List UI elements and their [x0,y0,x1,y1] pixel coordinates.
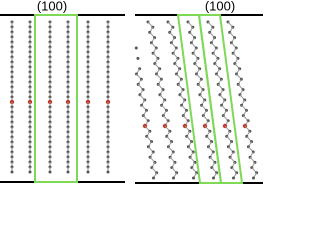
molecules [9,20,259,180]
atom [106,170,110,174]
plane-label: (100) [205,0,235,13]
atom [66,170,70,174]
plane-label: (100) [37,0,67,13]
unit-cell [197,14,244,184]
right-panel: (100) [135,0,263,184]
figure: (100) (100) [0,0,263,184]
atom [252,176,255,180]
atom [28,170,32,174]
atom [232,176,235,180]
left-panel: (100) [0,0,125,183]
atom [10,170,14,174]
atom [192,176,195,180]
unit-cell [34,14,78,183]
atom [134,46,138,50]
atom [212,176,215,180]
atom [86,170,90,174]
atom [152,176,155,180]
atom [48,170,52,174]
atom [136,56,140,60]
atom [172,176,175,180]
